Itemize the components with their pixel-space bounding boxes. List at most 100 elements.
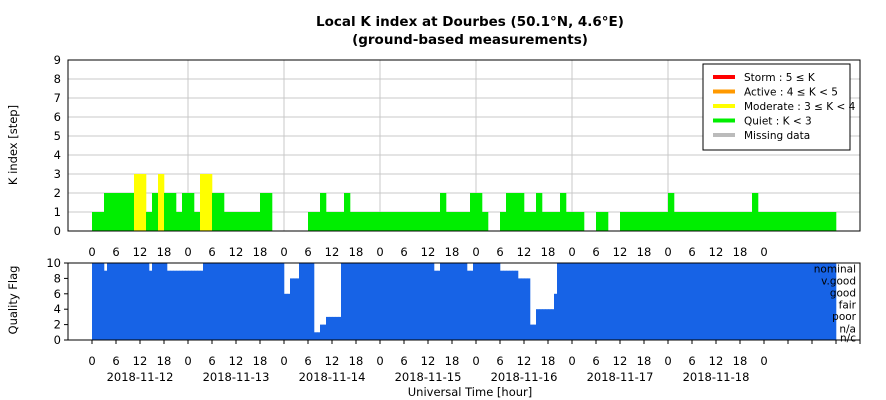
quality-bar xyxy=(566,263,570,340)
quality-bar xyxy=(380,263,384,340)
quality-bar xyxy=(521,278,525,340)
k-bar xyxy=(626,212,633,231)
k-bar xyxy=(764,212,771,231)
k-y-tick-label: 9 xyxy=(54,53,61,67)
quality-bar xyxy=(722,263,726,340)
quality-x-tick-label: 0 xyxy=(184,354,191,368)
quality-x-tick-label: 12 xyxy=(613,354,628,368)
quality-bar xyxy=(506,270,510,340)
quality-bar xyxy=(170,270,174,340)
date-label: 2018-11-14 xyxy=(299,370,366,384)
k-bar xyxy=(416,212,423,231)
k-bar xyxy=(710,212,717,231)
k-y-tick-label: 2 xyxy=(54,186,61,200)
k-bar xyxy=(320,193,327,231)
quality-flag-axis-label: Quality Flag xyxy=(6,266,20,335)
quality-bar xyxy=(638,263,642,340)
quality-bar xyxy=(395,263,399,340)
k-y-tick-label: 5 xyxy=(54,129,61,143)
quality-bar xyxy=(281,263,285,340)
quality-y-tick-label: 4 xyxy=(54,302,61,316)
k-bar xyxy=(332,212,339,231)
quality-bar xyxy=(317,332,321,340)
quality-level-label: n/c xyxy=(840,333,856,345)
quality-y-tick-label: 0 xyxy=(54,333,61,347)
quality-bar xyxy=(389,263,393,340)
quality-bar xyxy=(287,293,291,340)
k-bar xyxy=(194,212,201,231)
quality-bar xyxy=(758,263,762,340)
quality-bar xyxy=(425,263,429,340)
k-bar xyxy=(548,212,555,231)
k-x-tick-label: 18 xyxy=(733,245,748,259)
k-bar xyxy=(680,212,687,231)
quality-x-tick-label: 0 xyxy=(280,354,287,368)
k-bar xyxy=(158,174,165,231)
quality-bar xyxy=(314,332,318,340)
quality-x-tick-label: 18 xyxy=(733,354,748,368)
k-x-tick-label: 0 xyxy=(184,245,191,259)
quality-bar xyxy=(437,270,441,340)
quality-bar xyxy=(227,263,231,340)
quality-bar xyxy=(575,263,579,340)
quality-bar xyxy=(539,309,543,340)
quality-level-label: n/a xyxy=(839,323,856,335)
k-x-tick-label: 6 xyxy=(400,245,407,259)
quality-bar xyxy=(116,263,120,340)
quality-bar xyxy=(383,263,387,340)
quality-bar xyxy=(470,270,474,340)
x-axis-label: Universal Time [hour] xyxy=(408,385,533,399)
quality-bar xyxy=(563,263,567,340)
quality-bar xyxy=(494,263,498,340)
k-bar xyxy=(224,212,231,231)
k-bar xyxy=(188,193,195,231)
k-bar xyxy=(314,212,321,231)
quality-bar xyxy=(593,263,597,340)
quality-bar xyxy=(266,263,270,340)
k-bar xyxy=(692,212,699,231)
quality-bar xyxy=(590,263,594,340)
k-bar xyxy=(338,212,345,231)
quality-bar xyxy=(140,263,144,340)
k-bar xyxy=(554,212,561,231)
quality-bar xyxy=(752,263,756,340)
quality-bar xyxy=(113,263,117,340)
quality-bar xyxy=(818,263,822,340)
quality-bar xyxy=(500,270,504,340)
quality-bar xyxy=(398,263,402,340)
k-bar xyxy=(308,212,315,231)
quality-bar xyxy=(269,263,273,340)
k-bar xyxy=(800,212,807,231)
quality-bar xyxy=(809,263,813,340)
quality-bar xyxy=(296,278,300,340)
quality-x-tick-label: 0 xyxy=(472,354,479,368)
quality-x-tick-label: 6 xyxy=(208,354,215,368)
quality-bar xyxy=(701,263,705,340)
legend-label: Active : 4 ≤ K < 5 xyxy=(744,87,838,99)
quality-x-tick-label: 12 xyxy=(325,354,340,368)
quality-bar xyxy=(497,263,501,340)
quality-bar xyxy=(719,263,723,340)
k-bar xyxy=(110,193,117,231)
quality-bar xyxy=(272,263,276,340)
quality-bar xyxy=(611,263,615,340)
quality-bar xyxy=(767,263,771,340)
k-bar xyxy=(170,193,177,231)
quality-bar xyxy=(242,263,246,340)
quality-bar xyxy=(488,263,492,340)
quality-bar xyxy=(581,263,585,340)
quality-bar xyxy=(137,263,141,340)
quality-bar xyxy=(686,263,690,340)
k-bar xyxy=(104,193,111,231)
k-bar xyxy=(752,193,759,231)
quality-bar xyxy=(773,263,777,340)
k-x-tick-label: 6 xyxy=(496,245,503,259)
date-label: 2018-11-15 xyxy=(395,370,462,384)
quality-bar xyxy=(569,263,573,340)
quality-bar xyxy=(239,263,243,340)
quality-bar xyxy=(785,263,789,340)
k-bar xyxy=(116,193,123,231)
k-bar xyxy=(620,212,627,231)
quality-bar xyxy=(374,263,378,340)
chart-subtitle: (ground-based measurements) xyxy=(352,32,588,48)
